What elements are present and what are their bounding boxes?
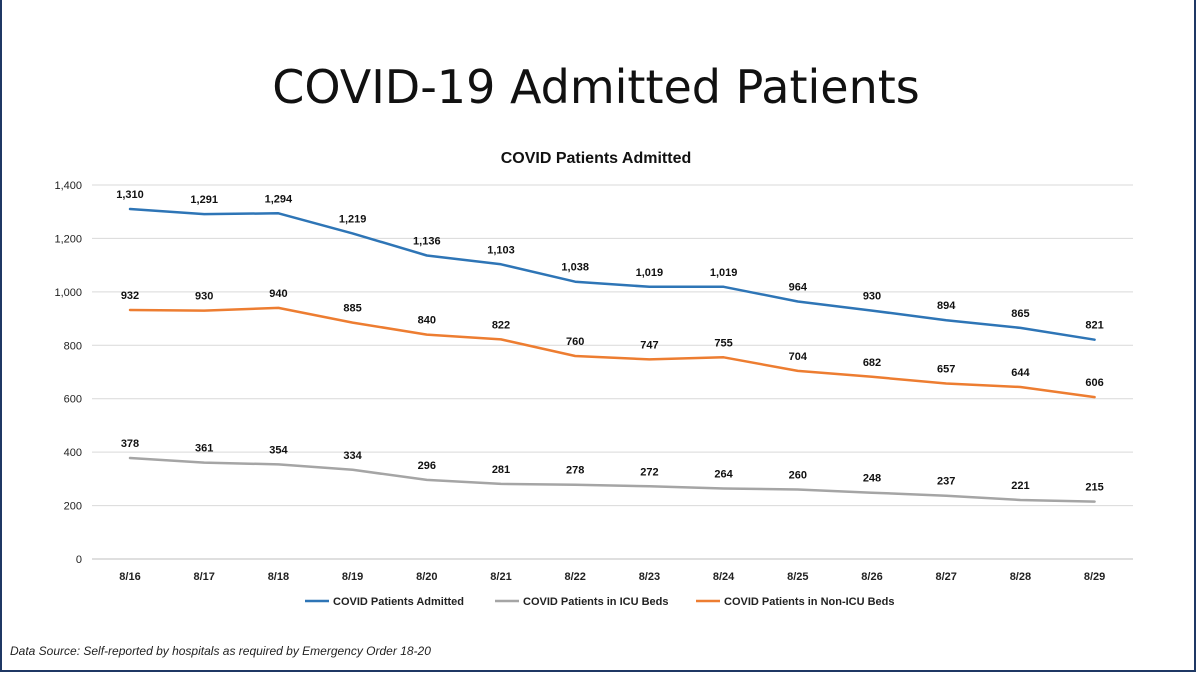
legend: COVID Patients Admitted COVID Patients in… xyxy=(305,596,895,608)
x-tick-label: 8/27 xyxy=(935,571,956,583)
x-tick-label: 8/25 xyxy=(787,571,808,583)
data-label: 1,310 xyxy=(116,189,144,201)
series-line xyxy=(128,306,1096,399)
data-label: 354 xyxy=(269,444,288,456)
data-label: 248 xyxy=(863,473,881,485)
x-axis: 8/16 8/17 8/18 8/19 8/20 8/21 8/22 8/23 8/24 8/25… xyxy=(119,571,1105,583)
data-label: 885 xyxy=(343,303,361,315)
data-label: 930 xyxy=(863,291,881,303)
x-tick-label: 8/24 xyxy=(713,571,735,583)
data-label: 260 xyxy=(789,470,807,482)
x-tick-label: 8/16 xyxy=(119,571,140,583)
data-labels: 1,310 1,291 1,294 1,219 1,136 1,103 1,038 1,019… xyxy=(116,189,1104,494)
data-label: 840 xyxy=(418,315,436,327)
data-label: 932 xyxy=(121,290,139,302)
data-label: 1,219 xyxy=(339,213,367,225)
data-label: 296 xyxy=(418,460,436,472)
data-label: 682 xyxy=(863,357,881,369)
gridlines xyxy=(92,184,1133,560)
y-tick-label: 0 xyxy=(76,554,82,566)
data-label: 644 xyxy=(1011,367,1030,379)
legend-label: COVID Patients in Non-ICU Beds xyxy=(724,596,895,608)
series-line xyxy=(128,207,1096,341)
data-label: 278 xyxy=(566,465,584,477)
data-label: 1,038 xyxy=(561,262,589,274)
data-label: 822 xyxy=(492,319,510,331)
data-label: 1,103 xyxy=(487,244,515,256)
data-label: 1,136 xyxy=(413,236,441,248)
y-axis: 0 200 400 600 800 1,000 1,200 1,400 xyxy=(54,180,82,566)
data-label: 930 xyxy=(195,291,213,303)
y-tick-label: 600 xyxy=(64,394,82,406)
x-tick-label: 8/22 xyxy=(564,571,585,583)
data-label: 747 xyxy=(640,339,658,351)
x-tick-label: 8/26 xyxy=(861,571,882,583)
x-tick-label: 8/23 xyxy=(639,571,660,583)
legend-label: COVID Patients Admitted xyxy=(333,596,464,608)
y-tick-label: 1,000 xyxy=(54,287,82,299)
data-label: 215 xyxy=(1085,482,1103,494)
y-tick-label: 200 xyxy=(64,501,82,513)
data-label: 704 xyxy=(789,351,808,363)
y-tick-label: 800 xyxy=(64,340,82,352)
data-label: 361 xyxy=(195,443,213,455)
x-tick-label: 8/21 xyxy=(490,571,511,583)
x-tick-label: 8/17 xyxy=(193,571,214,583)
page-title: COVID-19 Admitted Patients xyxy=(272,60,920,114)
y-tick-label: 400 xyxy=(64,447,82,459)
data-label: 964 xyxy=(789,281,808,293)
y-tick-label: 1,200 xyxy=(54,233,82,245)
data-label: 760 xyxy=(566,336,584,348)
series-line xyxy=(128,456,1096,503)
data-label: 264 xyxy=(714,468,733,480)
series-lines xyxy=(128,207,1096,503)
data-label: 894 xyxy=(937,300,956,312)
data-label: 755 xyxy=(714,337,732,349)
x-tick-label: 8/28 xyxy=(1010,571,1031,583)
data-source-note: Data Source: Self-reported by hospitals … xyxy=(10,644,431,658)
data-label: 821 xyxy=(1085,320,1103,332)
data-label: 221 xyxy=(1011,480,1029,492)
data-label: 1,019 xyxy=(636,267,664,279)
data-label: 1,291 xyxy=(190,194,218,206)
x-tick-label: 8/20 xyxy=(416,571,437,583)
x-tick-label: 8/18 xyxy=(268,571,289,583)
data-label: 865 xyxy=(1011,308,1029,320)
data-label: 378 xyxy=(121,438,139,450)
data-label: 334 xyxy=(343,450,362,462)
data-label: 1,294 xyxy=(265,193,293,205)
chart-title: COVID Patients Admitted xyxy=(501,150,692,167)
x-tick-label: 8/19 xyxy=(342,571,363,583)
data-label: 657 xyxy=(937,363,955,375)
y-tick-label: 1,400 xyxy=(54,180,82,192)
data-label: 272 xyxy=(640,466,658,478)
data-label: 281 xyxy=(492,464,510,476)
data-label: 1,019 xyxy=(710,267,738,279)
data-label: 237 xyxy=(937,476,955,488)
legend-label: COVID Patients in ICU Beds xyxy=(523,596,668,608)
data-label: 940 xyxy=(269,288,287,300)
x-tick-label: 8/29 xyxy=(1084,571,1105,583)
line-chart: COVID Patients Admitted 0 200 400 600 800 1,0… xyxy=(54,150,1133,608)
data-label: 606 xyxy=(1085,377,1103,389)
